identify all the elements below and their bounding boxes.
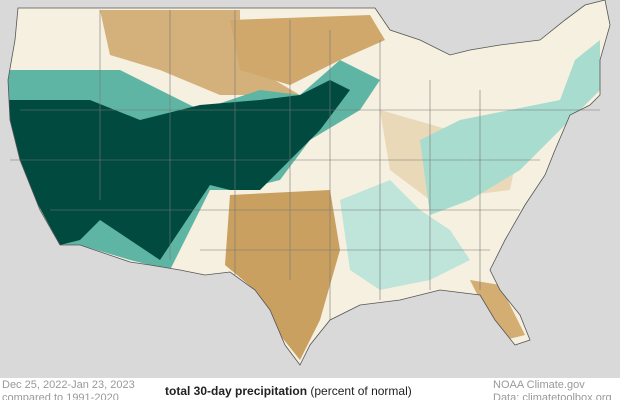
title: total 30-day precipitation [165, 384, 308, 398]
map [7, 0, 611, 366]
dry-north [100, 10, 300, 95]
footer: Dec 25, 2022-Jan 23, 2023 compared to 19… [0, 378, 620, 400]
state-borders [10, 10, 600, 320]
source: Data: climatetoolbox.org [493, 392, 612, 400]
date-range: Dec 25, 2022-Jan 23, 2023 [2, 379, 135, 391]
baseline: compared to 1991-2020 [2, 392, 119, 400]
units: (percent of normal) [310, 384, 412, 398]
dry-florida [470, 280, 525, 340]
dry-plains [230, 15, 385, 85]
wet-southeast [340, 180, 470, 290]
wet-west-dark [8, 80, 350, 260]
precip-field [8, 10, 600, 360]
wet-northeast [420, 40, 600, 215]
dry-texas [225, 190, 340, 360]
conus-outline [7, 0, 611, 366]
legend-title: total 30-day precipitation (percent of n… [165, 384, 412, 398]
credit: NOAA Climate.gov [493, 379, 585, 391]
